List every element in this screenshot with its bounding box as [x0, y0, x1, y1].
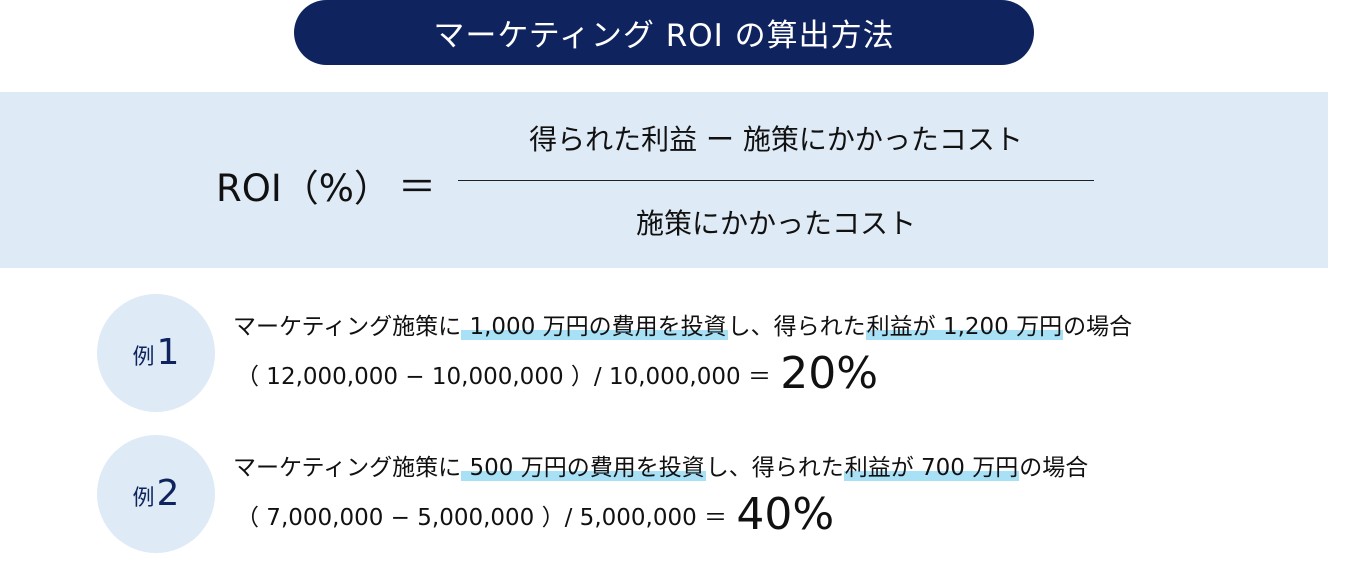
formula-lhs: ROI（%）: [216, 167, 391, 210]
example-1-badge-number: 1: [156, 332, 180, 373]
example-1-badge-prefix: 例: [132, 345, 155, 370]
example-2-badge-prefix: 例: [132, 486, 155, 511]
example-2-text-c: の場合: [1019, 455, 1089, 481]
example-2-description: マーケティング施策に 500 万円の費用を投資し、得られた利益が 700 万円の…: [233, 448, 1088, 482]
formula-denominator: 施策にかかったコスト: [635, 207, 916, 240]
formula-band: ROI（%） ＝ 得られた利益 ー 施策にかかったコスト 施策にかかったコスト: [0, 92, 1328, 268]
example-1-text-b: し、得られた: [727, 314, 866, 340]
example-2-highlight-profit: 利益が 700 万円: [843, 455, 1020, 481]
example-1-calc: （ 12,000,000 − 10,000,000 ）/ 10,000,000 …: [236, 364, 771, 390]
formula-equals: ＝: [398, 165, 437, 209]
example-2-calc: （ 7,000,000 − 5,000,000 ）/ 5,000,000 ＝: [236, 505, 728, 531]
example-1-highlight-cost: 1,000 万円の費用を投資: [461, 314, 728, 340]
example-1-description: マーケティング施策に 1,000 万円の費用を投資し、得られた利益が 1,200…: [233, 307, 1132, 341]
page-title-text: マーケティング ROI の算出方法: [433, 18, 895, 54]
example-2-text-b: し、得られた: [705, 455, 844, 481]
example-1-result: 20%: [780, 348, 879, 399]
example-2-highlight-cost: 500 万円の費用を投資: [461, 455, 706, 481]
example-2-calculation: （ 7,000,000 − 5,000,000 ）/ 5,000,000 ＝ 4…: [236, 489, 834, 540]
example-2-result: 40%: [736, 489, 835, 540]
example-2-badge-number: 2: [156, 473, 180, 514]
example-1-text-c: の場合: [1063, 314, 1133, 340]
example-1-highlight-profit: 利益が 1,200 万円: [865, 314, 1064, 340]
example-2-text-a: マーケティング施策に: [233, 455, 462, 481]
page-title: マーケティング ROI の算出方法: [294, 0, 1034, 65]
example-1-calculation: （ 12,000,000 − 10,000,000 ）/ 10,000,000 …: [236, 348, 878, 399]
example-1-text-a: マーケティング施策に: [233, 314, 462, 340]
formula-numerator: 得られた利益 ー 施策にかかったコスト: [529, 123, 1023, 156]
fraction-line: [458, 180, 1094, 181]
